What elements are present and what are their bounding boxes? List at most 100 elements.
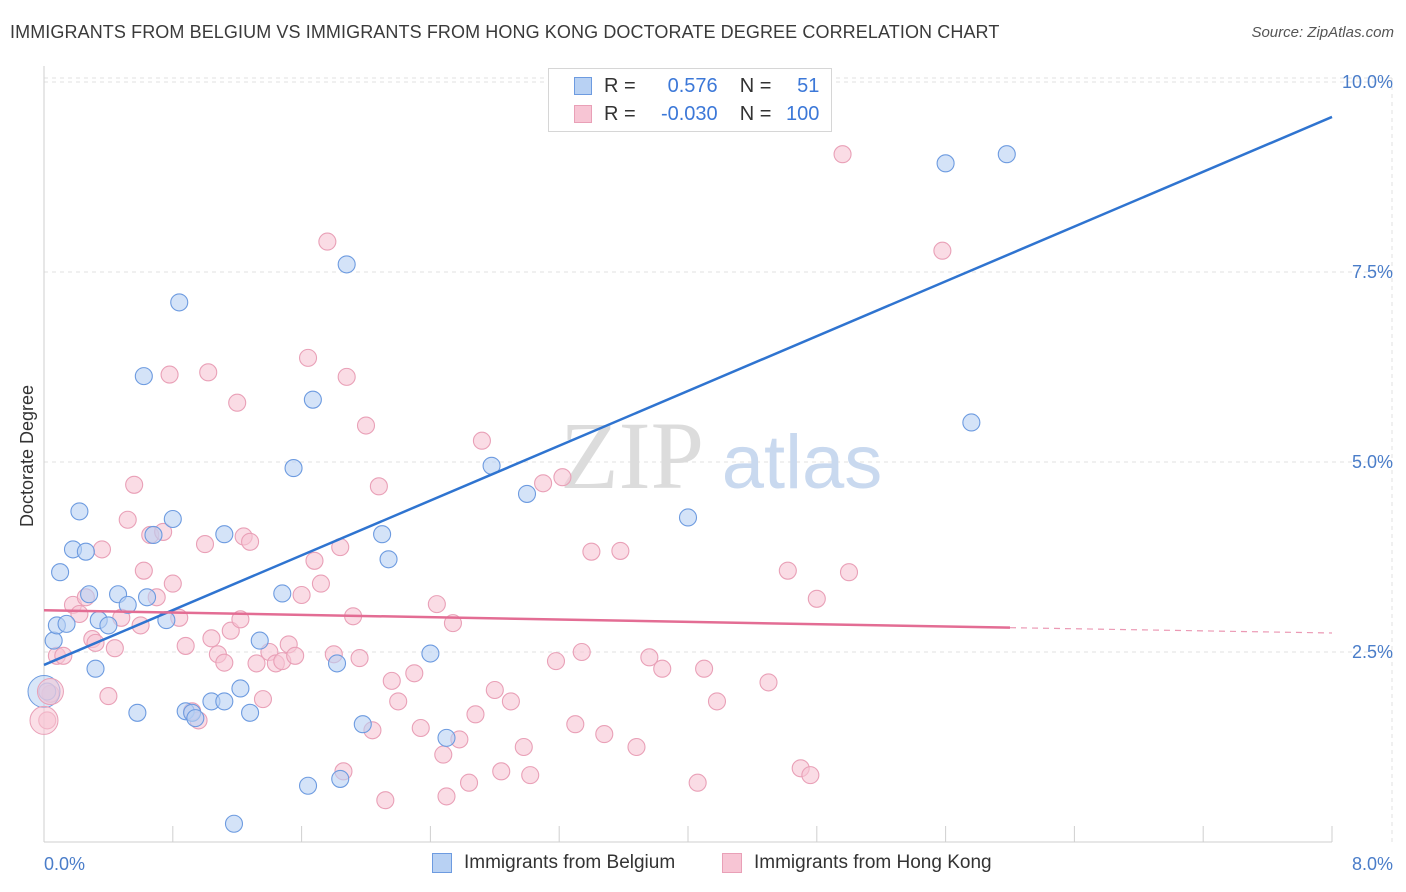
legend-n-value-belgium: 51 [797,74,820,97]
point-belgium [337,255,356,274]
point-hongkong [369,477,388,496]
point-hongkong [640,648,659,667]
point-belgium [128,703,147,722]
point-belgium [51,563,70,582]
point-hongkong [305,551,324,570]
point-belgium [437,728,456,747]
point-belgium [170,293,189,312]
x-tick-label: 0.0% [44,854,85,874]
point-belgium [241,703,260,722]
point-hongkong [553,468,572,487]
point-hongkong [833,145,852,164]
points-layer [27,76,1016,833]
point-hongkong [485,680,504,700]
legend-r-value-hongkong: -0.030 [660,102,718,125]
legend-r-label: R = [604,74,636,97]
point-hongkong [202,629,221,648]
legend-r-label: R = [604,102,636,125]
point-belgium [99,616,118,635]
point-hongkong [356,416,376,435]
point-hongkong [286,646,305,665]
point-hongkong [459,773,479,792]
point-belgium [353,715,372,734]
y-tick-label: 2.5% [1352,642,1393,662]
point-hongkong [337,367,356,386]
stats-legend: R = 0.576 N = 51 R = -0.030 N = 100 [548,68,832,132]
point-hongkong [311,574,330,593]
point-hongkong [595,725,614,744]
point-hongkong [427,595,446,614]
point-hongkong [105,639,124,658]
legend-item-belgium[interactable]: Immigrants from Belgium [432,852,675,874]
trendline-belgium [43,115,1333,667]
point-belgium [44,631,63,650]
legend-swatch-belgium [432,853,452,873]
point-belgium [273,584,292,603]
point-hongkong [36,678,64,706]
point-hongkong [163,574,182,593]
source-label: Source: ZipAtlas.com [1251,24,1394,41]
point-belgium [997,145,1016,164]
legend-n-value-hongkong: 100 [786,102,820,125]
legend-item-hongkong[interactable]: Immigrants from Hong Kong [722,852,992,874]
point-belgium [284,459,303,478]
tick-labels: 2.5% 5.0% 7.5% 10.0% 0.0% 8.0% [44,72,1393,874]
watermark-atlas: atlas [722,420,883,505]
point-hongkong [492,762,511,781]
legend-label-belgium: Immigrants from Belgium [464,852,676,873]
point-hongkong [778,561,797,580]
point-belgium [373,525,392,544]
point-hongkong [514,737,533,757]
point-hongkong [176,636,195,655]
point-hongkong [933,241,952,260]
point-belgium [962,413,981,432]
point-belgium [250,631,269,650]
point-hongkong [546,652,566,671]
legend-r-value-belgium: 0.576 [667,74,718,97]
trend-layer [43,115,1333,667]
point-belgium [379,550,398,569]
point-hongkong [298,348,318,367]
point-belgium [86,659,105,678]
point-hongkong [807,589,826,608]
point-hongkong [839,563,859,582]
point-belgium [80,585,99,604]
point-hongkong [350,649,369,668]
point-hongkong [389,692,408,711]
point-hongkong [382,671,401,690]
legend-swatch-belgium [574,77,592,95]
legend-row-belgium: R = 0.576 N = 51 [549,72,819,100]
point-belgium [678,508,698,527]
point-hongkong [582,542,601,561]
point-belgium [57,614,76,633]
point-belgium [137,588,157,607]
point-hongkong [572,642,591,662]
point-belgium [298,776,318,795]
point-belgium [186,709,205,728]
point-hongkong [195,535,215,554]
point-hongkong [253,690,273,709]
point-hongkong [292,585,311,605]
point-hongkong [653,659,672,678]
y-tick-label: 10.0% [1342,72,1393,92]
point-hongkong [118,510,137,529]
legend-swatch-hongkong [722,853,742,873]
point-hongkong [434,745,453,764]
point-hongkong [241,532,260,551]
series-legend: Immigrants from Belgium Immigrants from … [0,852,1406,878]
point-hongkong [566,715,585,734]
x-tick-label: 8.0% [1352,854,1393,874]
point-hongkong [199,363,218,382]
y-tick-label: 5.0% [1352,452,1393,472]
legend-label-hongkong: Immigrants from Hong Kong [754,852,992,873]
point-belgium [144,525,163,545]
point-hongkong [437,787,456,806]
point-hongkong [92,540,112,559]
point-belgium [70,502,89,521]
point-hongkong [707,692,727,711]
legend-swatch-hongkong [574,105,592,123]
watermark-zip: ZIP [560,402,704,509]
point-belgium [134,367,153,386]
y-axis-label: Doctorate Degree [17,385,37,527]
